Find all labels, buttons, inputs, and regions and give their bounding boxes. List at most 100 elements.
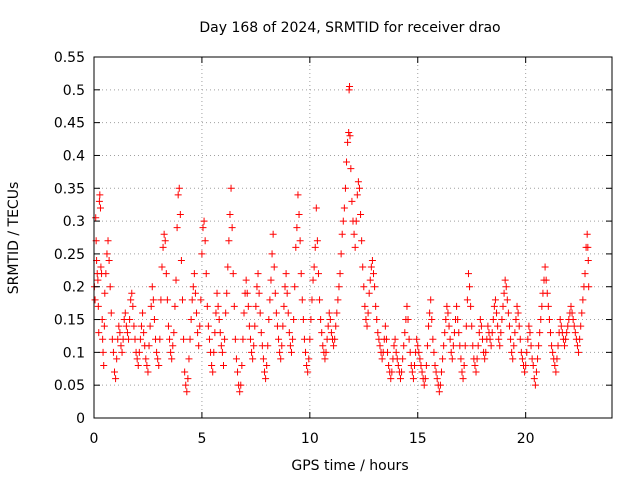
data-point (430, 348, 438, 356)
data-point (554, 342, 562, 350)
data-point (223, 289, 231, 297)
data-point (415, 348, 423, 356)
data-point (344, 138, 352, 146)
data-point (175, 184, 183, 192)
data-point (263, 361, 271, 369)
data-point (423, 342, 431, 350)
data-point (527, 342, 535, 350)
data-point (544, 302, 552, 310)
data-point (164, 322, 172, 330)
data-point (387, 375, 395, 383)
data-point (317, 316, 325, 324)
data-point (524, 335, 532, 343)
data-point (499, 302, 507, 310)
data-point (427, 296, 435, 304)
data-point (577, 322, 585, 330)
data-point (112, 375, 120, 383)
data-point (240, 309, 248, 317)
data-point (475, 329, 483, 337)
data-point (172, 276, 180, 284)
data-point (209, 368, 217, 376)
data-point (204, 322, 212, 330)
data-point (339, 217, 347, 225)
data-point (345, 128, 353, 136)
data-point (347, 165, 355, 173)
data-point (361, 302, 369, 310)
data-point (446, 335, 454, 343)
data-point (106, 283, 114, 291)
data-point (307, 316, 315, 324)
data-point (348, 197, 356, 205)
data-point (501, 276, 509, 284)
data-point (460, 361, 468, 369)
data-point (285, 329, 293, 337)
data-point (281, 283, 289, 291)
data-point (405, 335, 413, 343)
data-point (332, 322, 340, 330)
data-point (278, 342, 286, 350)
data-point (150, 316, 158, 324)
y-tick-labels: 0 0.05 0.1 0.15 0.2 0.25 0.3 0.35 0.4 0.45 0.5 0.55 (54, 50, 85, 427)
data-point (481, 355, 489, 363)
data-point (454, 316, 462, 324)
data-point (428, 316, 436, 324)
data-point (373, 316, 381, 324)
data-point (292, 243, 300, 251)
data-point (511, 329, 519, 337)
axes (93, 56, 613, 419)
data-point (194, 329, 202, 337)
data-point (96, 191, 104, 199)
data-point (507, 335, 515, 343)
data-point (200, 217, 208, 225)
data-point (283, 289, 291, 297)
data-point (502, 283, 510, 291)
data-point (573, 342, 581, 350)
data-point (252, 302, 260, 310)
data-point (449, 342, 457, 350)
data-point (473, 355, 481, 363)
data-point (531, 381, 539, 389)
data-point (567, 302, 575, 310)
data-point (115, 322, 123, 330)
data-point (537, 316, 545, 324)
data-point (359, 263, 367, 271)
data-point (422, 361, 430, 369)
data-point (421, 375, 429, 383)
data-point (91, 296, 99, 304)
data-point (203, 302, 211, 310)
y-tick-label: 0.4 (63, 148, 85, 164)
data-point (381, 322, 389, 330)
x-tick-label: 10 (301, 431, 319, 447)
data-point (337, 250, 345, 258)
data-point (398, 368, 406, 376)
data-point (109, 348, 117, 356)
data-point (382, 335, 390, 343)
data-point (360, 283, 368, 291)
data-point (267, 276, 275, 284)
data-point (498, 316, 506, 324)
data-point (363, 322, 371, 330)
data-point (340, 204, 348, 212)
data-point (118, 348, 126, 356)
data-point (463, 296, 471, 304)
data-point (496, 342, 504, 350)
data-point (542, 276, 550, 284)
data-point (190, 270, 198, 278)
data-point (523, 348, 531, 356)
data-point (319, 342, 327, 350)
data-point (158, 263, 166, 271)
data-point (128, 289, 136, 297)
x-tick-label: 20 (517, 431, 535, 447)
data-point (472, 368, 480, 376)
data-point (99, 335, 107, 343)
data-point (335, 283, 343, 291)
y-tick-label: 0.3 (63, 214, 85, 230)
data-point (394, 361, 402, 369)
data-point (443, 302, 451, 310)
data-point (276, 348, 284, 356)
data-point (198, 250, 206, 258)
data-point (447, 348, 455, 356)
data-point (327, 329, 335, 337)
data-point (418, 368, 426, 376)
